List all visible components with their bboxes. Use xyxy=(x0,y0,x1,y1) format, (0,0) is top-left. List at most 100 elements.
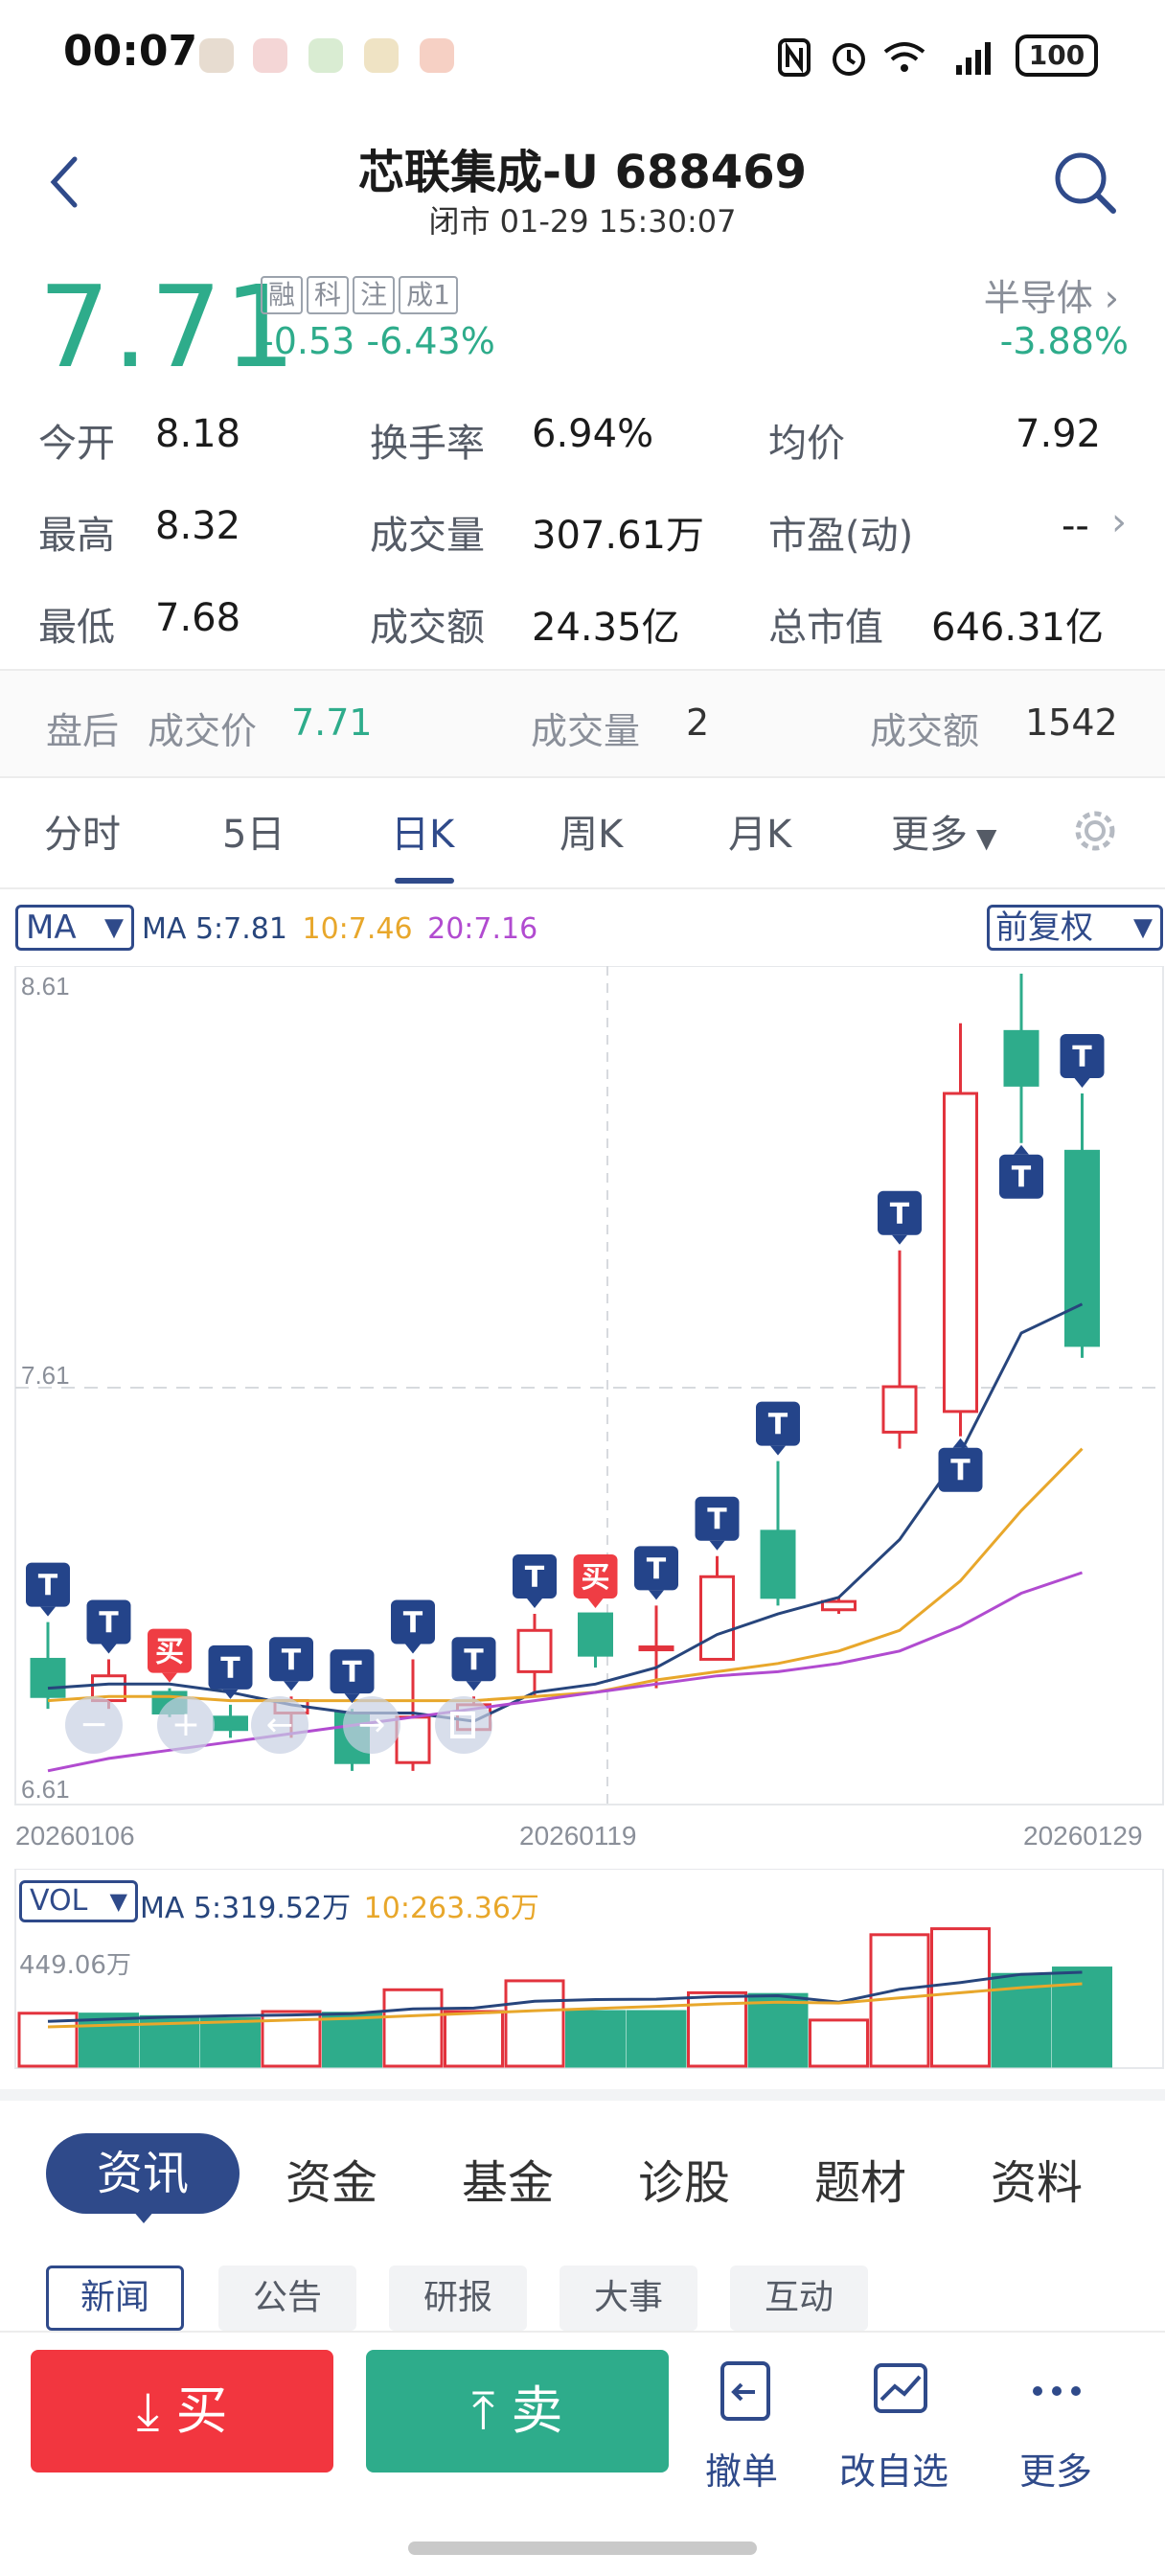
status-time: 00:07 xyxy=(63,27,198,76)
trade-marker: T xyxy=(756,1401,800,1456)
edit-watchlist-label[interactable]: 改自选 xyxy=(839,2450,949,2493)
subtab-news[interactable]: 新闻 xyxy=(46,2266,184,2331)
marker-text: T xyxy=(525,1561,545,1595)
vol-ma10-line xyxy=(47,1982,1083,2029)
marker-text: T xyxy=(220,1652,240,1686)
tab-monthly-k[interactable]: 月K xyxy=(728,813,792,857)
kline-frame xyxy=(14,966,1164,1806)
adjust-select[interactable]: 前复权 ▼ xyxy=(987,905,1163,951)
tab-weekly-k[interactable]: 周K xyxy=(560,813,624,857)
active-tab-indicator xyxy=(395,878,454,884)
marker-pointer xyxy=(162,1672,177,1683)
volume-chart[interactable] xyxy=(0,1869,1165,2080)
subtab-events[interactable]: 大事 xyxy=(560,2266,697,2331)
nfc-icon xyxy=(778,38,811,77)
buy-button[interactable]: ⤓ 买 xyxy=(31,2350,333,2472)
tab-profile[interactable]: 资料 xyxy=(991,2156,1084,2210)
sell-arrow-icon: ⤒ xyxy=(471,2380,512,2441)
vol-indicator-select[interactable]: VOL ▼ xyxy=(19,1880,138,1922)
trade-marker: T xyxy=(86,1599,131,1654)
vol-max-label: 449.06万 xyxy=(19,1951,131,1980)
marker-badge xyxy=(513,1554,557,1599)
candle xyxy=(1003,974,1039,1143)
stat-label: 总市值 xyxy=(768,606,883,650)
stat-label: 今开 xyxy=(38,422,115,466)
back-arrow-icon[interactable] xyxy=(46,153,84,211)
marker-text: T xyxy=(342,1656,362,1690)
subtab-interaction[interactable]: 互动 xyxy=(730,2266,868,2331)
marker-text: T xyxy=(647,1552,667,1586)
volume-bar xyxy=(322,2012,382,2068)
candle-body xyxy=(395,1715,431,1764)
after-hours-vol-label: 成交量 xyxy=(531,710,641,752)
stat-label: 均价 xyxy=(768,422,845,466)
kline-chart[interactable]: 8.61 7.61 6.61 T T 买 T T T T T T 买 T T T T T T T − + ← →… xyxy=(0,966,1165,2058)
notification-app-icon xyxy=(199,38,234,73)
marker-text: 买 xyxy=(155,1636,184,1669)
gear-icon[interactable] xyxy=(1071,807,1119,855)
stat-label[interactable]: 市盈(动) xyxy=(768,514,914,558)
stat-label: 换手率 xyxy=(370,422,485,466)
marker-pointer xyxy=(649,1590,664,1600)
marker-badge xyxy=(695,1496,740,1541)
subtab-announcement[interactable]: 公告 xyxy=(218,2266,356,2331)
stat-value: 7.92 xyxy=(1016,412,1102,456)
stat-value: 8.32 xyxy=(155,504,241,548)
tab-daily-k[interactable]: 日K xyxy=(391,813,455,857)
notification-app-icon xyxy=(308,38,343,73)
cancel-order-icon[interactable] xyxy=(711,2358,778,2425)
marker-text: T xyxy=(99,1606,119,1640)
divider xyxy=(0,669,1165,671)
battery-icon: 100 xyxy=(1016,34,1098,77)
x-label-end: 20260129 xyxy=(1023,1821,1143,1851)
candle xyxy=(213,1704,248,1738)
ma-indicator-select[interactable]: MA ▼ xyxy=(15,905,134,951)
stat-label: 最高 xyxy=(38,514,115,558)
marker-pointer xyxy=(527,1598,542,1609)
sector-link[interactable]: 半导体 › xyxy=(984,268,1119,321)
ma20-legend: 20:7.16 xyxy=(427,912,538,946)
tab-more[interactable]: 更多 ▼ xyxy=(891,803,996,859)
more-dots-icon[interactable] xyxy=(1023,2358,1090,2425)
marker-pointer xyxy=(284,1681,299,1691)
marker-pointer xyxy=(101,1644,117,1654)
edit-watchlist-icon[interactable] xyxy=(868,2358,935,2425)
tab-5day[interactable]: 5日 xyxy=(222,813,286,857)
vol-ma5-line xyxy=(47,1970,1083,2023)
tab-diagnosis[interactable]: 诊股 xyxy=(638,2156,731,2210)
tab-theme[interactable]: 题材 xyxy=(814,2156,907,2210)
candle-body xyxy=(578,1612,613,1657)
marker-text: T xyxy=(707,1504,727,1537)
cancel-order-label[interactable]: 撤单 xyxy=(705,2450,779,2493)
status-bar: 00:07 100 xyxy=(0,0,1165,115)
chevron-right-icon[interactable]: › xyxy=(1111,500,1127,544)
subtab-research[interactable]: 研报 xyxy=(389,2266,527,2331)
marker-pointer xyxy=(587,1598,604,1609)
marker-badge xyxy=(269,1637,313,1682)
tab-news-info[interactable]: 资讯 xyxy=(46,2133,240,2214)
tab-funds-flow[interactable]: 资金 xyxy=(286,2156,378,2210)
ma10-line xyxy=(47,1447,1084,1703)
tab-intraday[interactable]: 分时 xyxy=(44,813,121,857)
tab-fund[interactable]: 基金 xyxy=(462,2156,555,2210)
candle xyxy=(1064,1092,1100,1358)
dropdown-triangle-icon: ▼ xyxy=(104,913,124,942)
sell-button[interactable]: ⤒ 卖 xyxy=(366,2350,669,2472)
trade-markers-layer: T T 买 T T T T T T 买 T T T T T T T xyxy=(26,1033,1105,1704)
volume-bar xyxy=(930,1927,991,2068)
search-icon[interactable] xyxy=(1052,150,1119,217)
volume-bar xyxy=(565,2010,626,2068)
vol-ma5-legend: MA 5:319.52万 xyxy=(140,1892,352,1925)
marker-badge xyxy=(26,1562,70,1607)
zoom-controls: − + ← → xyxy=(65,1696,492,1754)
marker-pointer xyxy=(40,1606,56,1617)
volume-bars-layer xyxy=(17,1927,1112,2068)
marker-badge xyxy=(148,1628,192,1673)
chevron-right-icon: › xyxy=(1092,277,1119,319)
buy-marker: 买 xyxy=(148,1628,192,1683)
more-label[interactable]: 更多 xyxy=(1019,2450,1093,2493)
stat-value: 6.94% xyxy=(532,412,654,456)
marker-badge xyxy=(634,1546,678,1591)
reset-icon xyxy=(450,1712,475,1738)
marker-text: T xyxy=(950,1455,971,1488)
